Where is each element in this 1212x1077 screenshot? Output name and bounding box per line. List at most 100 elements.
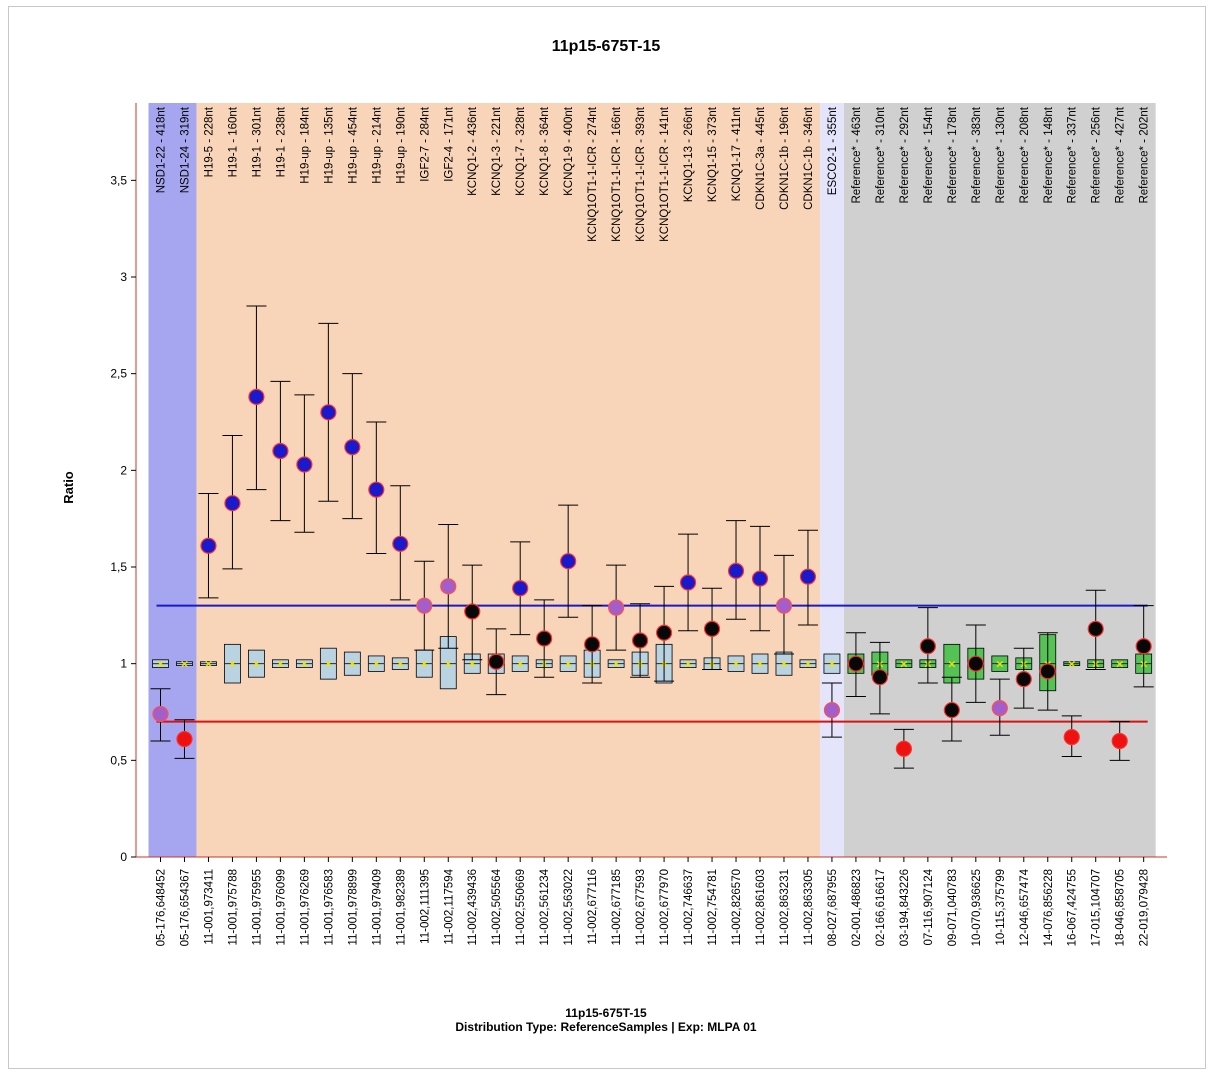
probe-name-label: Reference* - 178nt	[947, 106, 959, 203]
ratio-point	[943, 701, 960, 719]
probe-name-label: H19-up - 184nt	[299, 106, 311, 184]
probe-name-label: Reference* - 130nt	[995, 106, 1007, 203]
probe-position-label: 02-001,486823	[851, 869, 863, 946]
probe-position-label: 11-002,754781	[707, 869, 719, 946]
ratio-point	[703, 620, 721, 637]
probe-name-label: Reference* - 256nt	[1091, 106, 1103, 203]
ratio-point	[1087, 620, 1104, 637]
ratio-point	[679, 574, 697, 591]
ratio-point	[847, 655, 865, 672]
probe-name-label: IGF2-4 - 171nt	[443, 106, 455, 182]
probe-name-label: H19-5 - 228nt	[203, 106, 215, 177]
probe-position-label: 10-115,375799	[995, 869, 1007, 946]
probe-position-label: 03-194,843226	[899, 869, 911, 946]
probe-name-label: Reference* - 383nt	[971, 106, 983, 203]
y-tick-label: 2,5	[110, 367, 127, 381]
probe-name-label: KCNQ1OT1-1-ICR - 393nt	[635, 106, 647, 242]
ratio-point	[967, 655, 984, 672]
probe-position-label: 11-002,550669	[515, 869, 527, 946]
probe-name-label: Reference* - 208nt	[1019, 106, 1031, 203]
probe-name-label: H19-1 - 160nt	[227, 106, 239, 177]
probe-position-label: 11-001,976269	[299, 869, 311, 946]
ratio-point	[296, 456, 313, 473]
probe-name-label: KCNQ1-17 - 411nt	[731, 106, 743, 201]
probe-name-label: Reference* - 310nt	[875, 106, 887, 203]
ratio-point	[991, 700, 1008, 717]
median-marker: ×	[180, 658, 189, 671]
probe-position-label: 11-002,746637	[683, 869, 695, 946]
median-marker: ×	[348, 658, 357, 671]
probe-name-label: NSD1-24 - 319nt	[179, 106, 191, 193]
ratio-point	[224, 495, 241, 512]
median-marker: ×	[300, 658, 309, 671]
median-marker: ×	[1115, 658, 1124, 671]
ratio-point	[1039, 663, 1056, 680]
probe-name-label: KCNQ1-3 - 221nt	[491, 106, 503, 196]
probe-position-label: 14-076,856228	[1043, 869, 1055, 946]
ratio-point	[416, 597, 433, 614]
ratio-point	[536, 630, 553, 647]
median-marker: ×	[995, 658, 1004, 671]
probe-position-label: 08-027,687955	[827, 869, 839, 946]
ratio-point	[608, 599, 625, 616]
median-marker: ×	[372, 658, 381, 671]
probe-position-label: 11-002,677970	[659, 869, 671, 946]
probe-position-label: 11-001,982389	[395, 869, 407, 946]
band-target	[196, 103, 820, 857]
ratio-point	[440, 578, 457, 595]
probe-position-label: 02-166,616617	[875, 869, 887, 946]
probe-position-label: 11-002,117594	[443, 868, 455, 944]
probe-position-label: 11-001,979409	[371, 869, 383, 946]
probe-name-label: KCNQ1OT1-1-ICR - 274nt	[587, 106, 599, 242]
probe-position-label: 11-002,439436	[467, 869, 479, 946]
median-marker: ×	[396, 658, 405, 671]
y-tick-label: 3,5	[110, 173, 127, 187]
ratio-point	[655, 624, 673, 641]
ratio-point	[320, 404, 337, 421]
ratio-point	[488, 653, 505, 670]
median-marker: ×	[324, 658, 333, 671]
ratio-point	[1135, 638, 1152, 655]
probe-name-label: H19-1 - 301nt	[251, 106, 263, 177]
median-marker: ×	[156, 658, 165, 671]
median-marker: ×	[564, 658, 573, 671]
probe-position-label: 11-002,677593	[635, 869, 647, 946]
probe-name-label: NSD1-22 - 418nt	[156, 106, 168, 193]
probe-name-label: Reference* - 292nt	[899, 106, 911, 203]
ratio-point	[248, 388, 265, 405]
probe-name-label: KCNQ1-9 - 400nt	[563, 106, 575, 196]
ratio-point	[464, 603, 481, 620]
probe-name-label: KCNQ1-15 - 373nt	[707, 106, 719, 202]
y-tick-label: 0,5	[110, 753, 127, 767]
ratio-point	[919, 638, 936, 655]
median-marker: ×	[228, 658, 237, 671]
median-marker: ×	[827, 658, 836, 671]
probe-name-label: KCNQ1-13 - 266nt	[683, 106, 695, 202]
probe-name-label: CDKN1C-1b - 196nt	[779, 106, 791, 210]
probe-name-label: KCNQ1-8 - 364nt	[539, 106, 551, 196]
ratio-point	[799, 568, 817, 585]
ratio-point	[1063, 729, 1080, 746]
median-marker: ×	[516, 658, 525, 671]
median-marker: ×	[755, 658, 764, 671]
probe-position-label: 11-001,978899	[347, 869, 359, 946]
ratio-point	[1111, 732, 1128, 750]
footer-subtitle: Distribution Type: ReferenceSamples | Ex…	[455, 1020, 757, 1034]
probe-name-label: KCNQ1OT1-1-ICR - 166nt	[611, 106, 623, 242]
ratio-point	[512, 580, 529, 597]
probe-position-label: 11-002,861603	[755, 869, 767, 946]
probe-position-label: 11-002,111395	[419, 869, 431, 944]
probe-name-label: Reference* - 337nt	[1067, 106, 1079, 203]
ratio-point	[344, 439, 361, 456]
median-marker: ×	[468, 658, 477, 671]
y-tick-label: 0	[120, 850, 127, 864]
probe-position-label: 17-015,104707	[1091, 869, 1103, 946]
median-marker: ×	[252, 658, 261, 671]
probe-position-label: 11-002,561234	[539, 868, 551, 945]
ratio-point	[871, 669, 889, 686]
ratio-point	[631, 632, 649, 649]
ratio-point	[584, 636, 601, 653]
probe-position-label: 05-176,648452	[156, 869, 168, 946]
median-marker: ×	[947, 658, 956, 671]
